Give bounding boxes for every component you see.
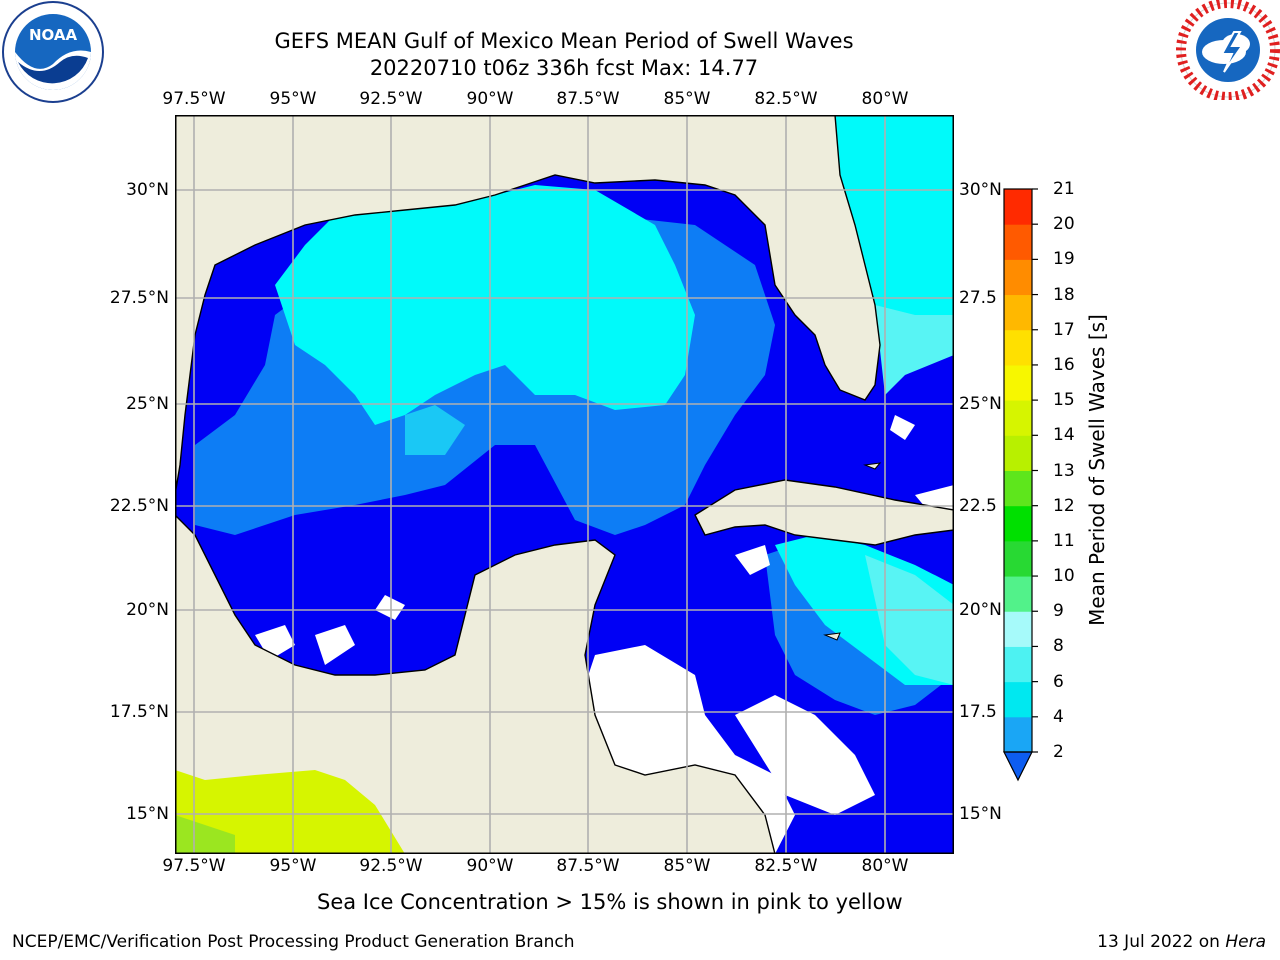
colorbar-segment	[1004, 329, 1032, 366]
lon-tick-bottom: 82.5°W	[754, 856, 818, 876]
lon-tick-bottom: 95°W	[269, 856, 317, 876]
map-title-line1: GEFS MEAN Gulf of Mexico Mean Period of …	[274, 29, 854, 53]
colorbar-segment	[1004, 259, 1032, 296]
producer-credit: NCEP/EMC/Verification Post Processing Pr…	[12, 932, 575, 952]
lon-tick-bottom: 90°W	[466, 856, 514, 876]
sea-ice-note-text: Sea Ice Concentration > 15% is shown in …	[317, 890, 903, 914]
colorbar-tick-label: 9	[1053, 601, 1064, 622]
colorbar-tick-label: 8	[1053, 636, 1064, 657]
sea-ice-note: Sea Ice Concentration > 15% is shown in …	[0, 890, 1280, 914]
lon-tick-top: 82.5°W	[754, 89, 818, 109]
lon-tick-bottom: 87.5°W	[556, 856, 620, 876]
lat-tick-right: 15°N	[959, 804, 1002, 824]
lat-tick-left: 20°N	[126, 600, 169, 620]
colorbar-segment	[1004, 576, 1032, 612]
run-host: Hera	[1225, 932, 1266, 952]
colorbar-segment	[1004, 646, 1032, 683]
colorbar-tick-label: 15	[1053, 390, 1075, 411]
colorbar-segment	[1004, 294, 1032, 331]
lon-tick-top: 90°W	[466, 89, 514, 109]
colorbar-tick-label: 10	[1053, 566, 1075, 587]
run-date-text: 13 Jul 2022 on	[1097, 932, 1220, 952]
colorbar-tick-label: 21	[1053, 179, 1075, 199]
colorbar-segment	[1004, 435, 1032, 471]
lat-tick-right: 20°N	[959, 600, 1002, 620]
colorbar-tick-label: 2	[1053, 742, 1064, 762]
map-title-line2: 20220710 t06z 336h fcst Max: 14.77	[369, 56, 759, 80]
colorbar-tick-label: 19	[1053, 249, 1075, 270]
lon-tick-bottom: 97.5°W	[162, 856, 226, 876]
colorbar-extend-low	[1003, 751, 1033, 782]
colorbar	[1003, 188, 1038, 782]
lon-tick-top: 95°W	[269, 89, 317, 109]
colorbar-tick-label: 20	[1053, 214, 1075, 235]
lat-tick-left: 22.5°N	[109, 496, 169, 516]
noaa-logo: NOAA	[2, 1, 104, 103]
lat-tick-right: 17.5	[959, 702, 997, 722]
lat-tick-left: 17.5°N	[109, 702, 169, 722]
lat-tick-right: 27.5	[959, 288, 997, 308]
colorbar-segment	[1004, 189, 1032, 225]
colorbar-tick-label: 18	[1053, 284, 1075, 305]
nws-logo	[1176, 0, 1280, 100]
lat-tick-left: 15°N	[126, 804, 169, 824]
lon-tick-top: 87.5°W	[556, 89, 620, 109]
lat-tick-right: 25°N	[959, 394, 1002, 414]
colorbar-segment	[1004, 224, 1032, 260]
lat-tick-right: 22.5	[959, 496, 997, 516]
colorbar-segment	[1004, 716, 1032, 753]
gulf-of-mexico-map	[175, 115, 954, 854]
run-date: 13 Jul 2022 on Hera	[1097, 932, 1266, 952]
colorbar-tick-label: 14	[1053, 425, 1075, 446]
colorbar-tick-label: 12	[1053, 495, 1075, 516]
svg-text:NOAA: NOAA	[29, 26, 78, 44]
colorbar-tick-label: 16	[1053, 354, 1075, 375]
colorbar-segment	[1004, 364, 1032, 401]
colorbar-label: Mean Period of Swell Waves [s]	[1085, 314, 1109, 626]
lat-tick-left: 25°N	[126, 394, 169, 414]
colorbar-tick-label: 17	[1053, 319, 1075, 340]
colorbar-tick-label: 6	[1053, 671, 1064, 692]
colorbar-segment	[1004, 681, 1032, 718]
lat-tick-left: 27.5°N	[109, 288, 169, 308]
colorbar-tick-label: 13	[1053, 460, 1075, 481]
lon-tick-top: 85°W	[663, 89, 711, 109]
lat-tick-left: 30°N	[126, 180, 169, 200]
lat-tick-right: 30°N	[959, 180, 1002, 200]
colorbar-segment	[1004, 470, 1032, 507]
colorbar-segment	[1004, 505, 1032, 542]
colorbar-segment	[1004, 540, 1032, 577]
colorbar-segment	[1004, 611, 1032, 647]
lon-tick-bottom: 92.5°W	[359, 856, 423, 876]
colorbar-segment	[1004, 400, 1032, 436]
colorbar-tick-label: 4	[1053, 706, 1064, 727]
lon-tick-top: 80°W	[861, 89, 909, 109]
lon-tick-bottom: 80°W	[861, 856, 909, 876]
colorbar-tick-label: 11	[1053, 530, 1075, 551]
lon-tick-bottom: 85°W	[663, 856, 711, 876]
lon-tick-top: 97.5°W	[162, 89, 226, 109]
lon-tick-top: 92.5°W	[359, 89, 423, 109]
